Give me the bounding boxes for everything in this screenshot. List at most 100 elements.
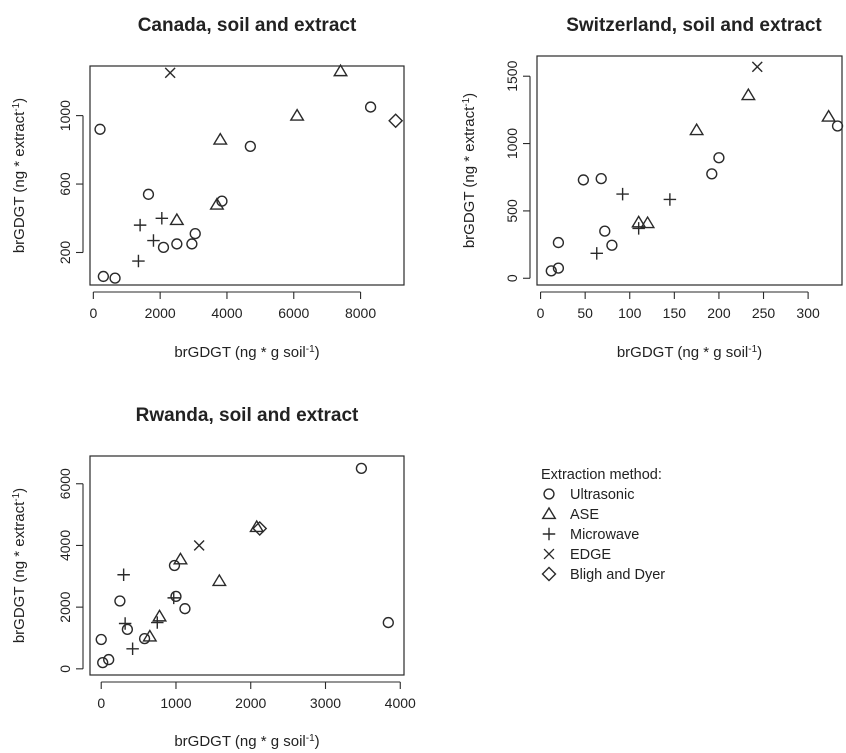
- data-point: [133, 218, 147, 232]
- data-point: [169, 212, 185, 226]
- plot-frame: [536, 55, 843, 286]
- chart-title: Rwanda, soil and extract: [136, 405, 359, 426]
- data-point: [289, 108, 305, 121]
- data-point: [244, 140, 256, 153]
- series-ultrasonic: [94, 101, 377, 284]
- data-point: [167, 591, 180, 605]
- y-tick-label: 0: [504, 274, 520, 282]
- circle-icon: [543, 488, 555, 500]
- x-tick-label: 4000: [385, 695, 416, 711]
- data-point: [590, 247, 603, 260]
- legend-label: Bligh and Dyer: [570, 567, 665, 583]
- y-tick-label: 2000: [57, 591, 73, 622]
- legend-entries: Ultrasonic ASE Microwave EDGE Bligh and Dyer: [541, 487, 665, 583]
- x-tick-label: 0: [89, 305, 97, 321]
- data-point: [97, 657, 109, 669]
- data-point: [186, 238, 198, 250]
- data-point: [172, 551, 188, 565]
- data-point: [152, 609, 168, 622]
- plot-frame: [89, 455, 405, 676]
- series-microwave: [590, 187, 677, 260]
- data-point: [168, 559, 181, 572]
- x-tick-label: 2000: [145, 305, 176, 321]
- panel-canada: Canada, soil and extract 0 2000 4000 6000 800…: [11, 15, 405, 361]
- data-point: [170, 590, 182, 602]
- x-tick-label: 150: [663, 305, 687, 321]
- chart-title: Switzerland, soil and extract: [566, 15, 822, 36]
- data-point: [155, 212, 169, 225]
- data-point: [355, 462, 368, 474]
- data-point: [606, 239, 618, 251]
- data-point: [577, 174, 590, 186]
- series-ase: [142, 519, 265, 642]
- y-tick-label: 0: [57, 665, 73, 673]
- data-point: [740, 87, 756, 101]
- panel-rwanda: Rwanda, soil and extract 0 1000 2000 3000 400…: [11, 405, 417, 750]
- data-point: [751, 61, 763, 73]
- x-tick-label: 2000: [235, 695, 266, 711]
- data-point: [118, 617, 132, 630]
- data-point: [94, 123, 106, 135]
- legend-label: EDGE: [570, 547, 611, 563]
- data-point: [388, 113, 404, 129]
- data-point: [95, 633, 107, 646]
- data-point: [114, 595, 126, 607]
- series-ultrasonic: [545, 120, 844, 277]
- x-tick-label: 0: [537, 305, 545, 321]
- x-tick-label: 0: [97, 695, 105, 711]
- data-point: [189, 228, 201, 240]
- data-point: [640, 215, 656, 229]
- y-tick-label: 1500: [504, 60, 520, 91]
- legend-title: Extraction method:: [541, 467, 662, 483]
- series-ase: [631, 87, 837, 229]
- data-point: [126, 642, 139, 656]
- data-point: [689, 122, 705, 136]
- data-point: [193, 540, 205, 551]
- data-point: [179, 603, 191, 615]
- series-microwave: [117, 568, 180, 656]
- diamond-icon: [541, 566, 557, 582]
- plus-icon: [542, 527, 556, 541]
- data-point: [142, 629, 158, 642]
- x-tick-label: 1000: [160, 695, 191, 711]
- x-tick-label: 6000: [278, 305, 309, 321]
- data-point: [252, 520, 268, 536]
- data-point: [103, 653, 115, 666]
- data-point: [595, 172, 607, 185]
- data-point: [212, 132, 228, 145]
- x-tick-label: 250: [752, 305, 776, 321]
- y-tick-label: 600: [57, 172, 73, 196]
- y-tick-label: 6000: [57, 468, 73, 499]
- data-point: [333, 63, 349, 77]
- series-microwave: [132, 212, 169, 268]
- legend-entry: Microwave: [542, 527, 639, 543]
- y-axis-label: brGDGT (ng * extract-1): [461, 93, 479, 248]
- legend-label: Ultrasonic: [570, 487, 634, 503]
- data-point: [616, 187, 629, 201]
- series-bligh-and-dyer: [388, 113, 404, 129]
- data-point: [713, 152, 725, 164]
- x-tick-label: 100: [618, 305, 642, 321]
- x-axis-label: brGDGT (ng * g soil-1): [617, 344, 762, 362]
- data-point: [209, 197, 225, 210]
- data-point: [382, 616, 394, 629]
- data-point: [364, 101, 377, 113]
- y-tick-label: 500: [504, 199, 520, 223]
- data-point: [545, 265, 557, 277]
- data-point: [706, 168, 718, 180]
- cross-icon: [543, 548, 555, 560]
- data-point: [117, 568, 130, 581]
- series-edge: [193, 540, 205, 551]
- series-ultrasonic: [95, 462, 394, 669]
- legend-entry: EDGE: [543, 547, 611, 563]
- triangle-icon: [541, 506, 557, 520]
- y-axis-label: brGDGT (ng * extract-1): [11, 98, 29, 253]
- x-tick-label: 3000: [310, 695, 341, 711]
- data-point: [599, 225, 611, 237]
- data-point: [164, 67, 176, 79]
- data-point: [663, 193, 677, 206]
- x-tick-label: 8000: [345, 305, 376, 321]
- data-point: [632, 222, 645, 235]
- x-tick-label: 50: [577, 305, 593, 321]
